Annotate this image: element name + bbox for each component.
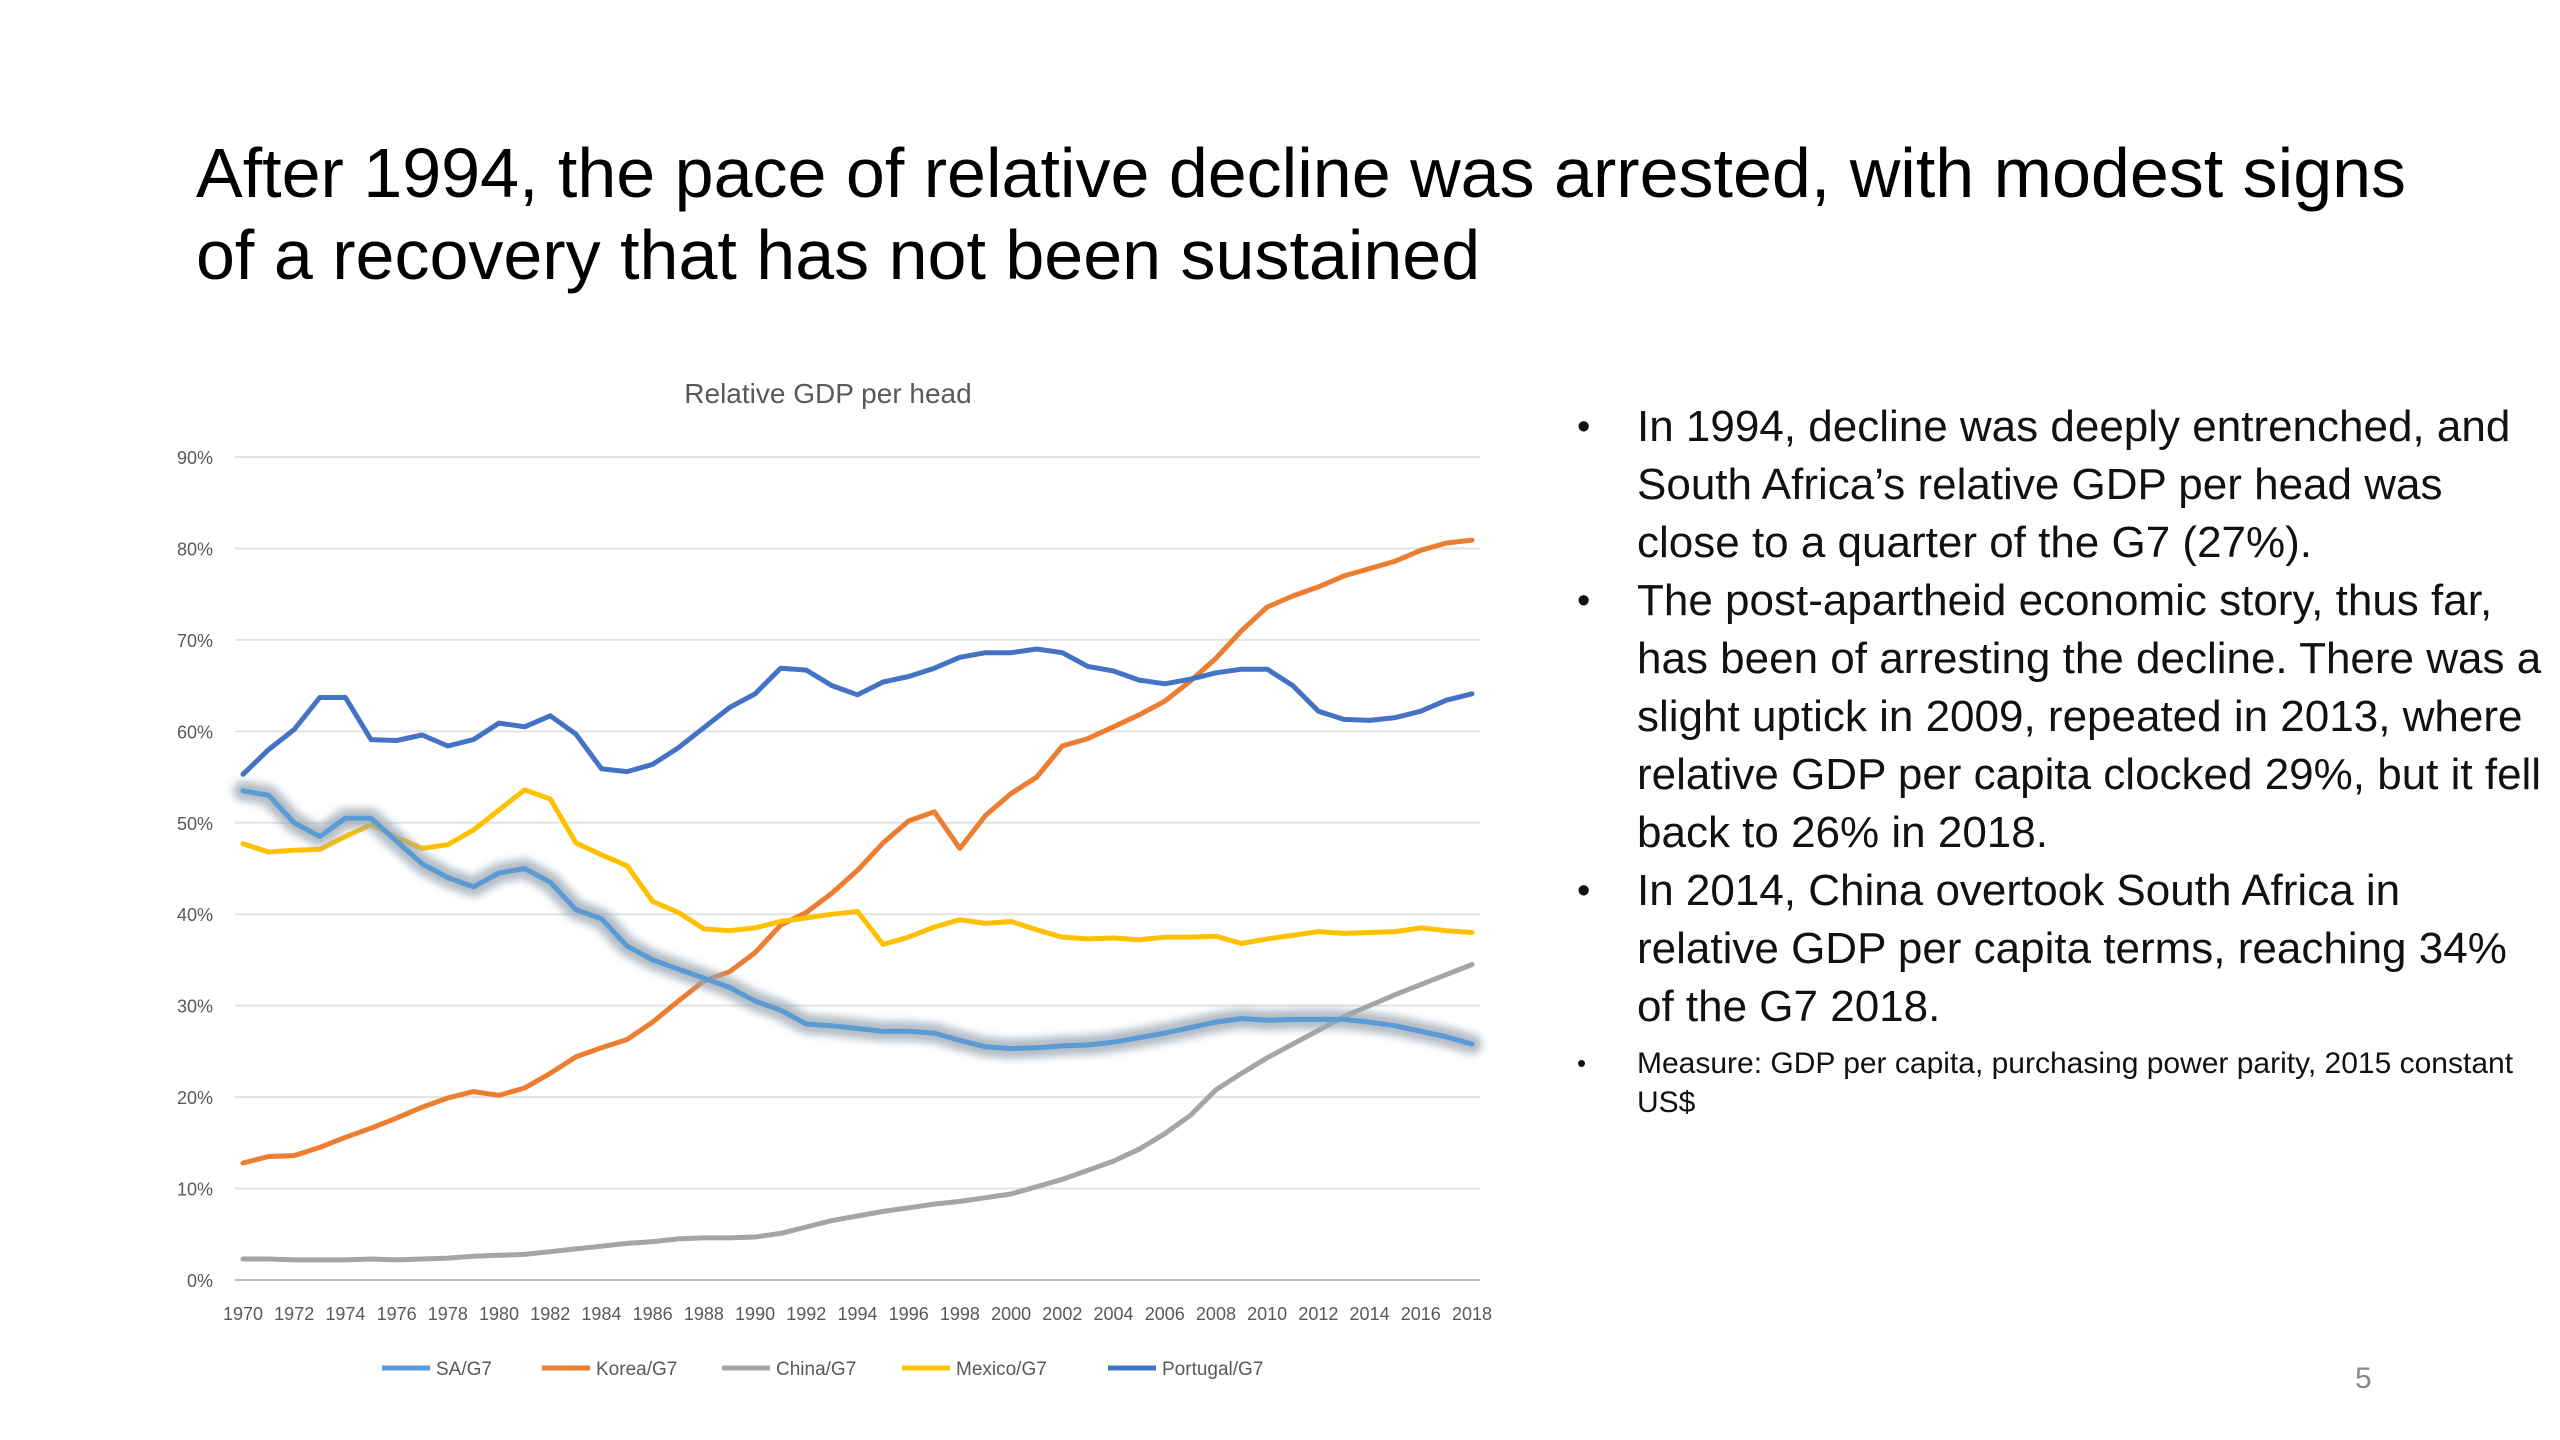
x-tick-label: 2008 (1196, 1304, 1236, 1324)
x-tick-label: 1980 (479, 1304, 519, 1324)
series-lines (233, 537, 1482, 1263)
y-tick-label: 70% (177, 631, 213, 651)
bullet-text: In 1994, decline was deeply entrenched, … (1637, 402, 2511, 567)
bullet-marker: • (1577, 1048, 1587, 1078)
x-tick-label: 2006 (1145, 1304, 1185, 1324)
y-tick-label: 80% (177, 539, 213, 559)
chart-title: Relative GDP per head (684, 378, 971, 409)
x-tick-label: 1976 (377, 1304, 417, 1324)
x-tick-label: 1996 (889, 1304, 929, 1324)
legend-label-korea-g7: Korea/G7 (596, 1359, 677, 1380)
x-tick-label: 2016 (1401, 1304, 1441, 1324)
x-tick-label: 1978 (428, 1304, 468, 1324)
x-tick-label: 1992 (786, 1304, 826, 1324)
bullet-item-2: • The post-apartheid economic story, thus… (1575, 572, 2545, 862)
x-tick-label: 1998 (940, 1304, 980, 1324)
series-line-sa-g7 (240, 788, 1475, 1052)
legend-label-china-g7: China/G7 (776, 1359, 856, 1380)
y-tick-label: 10% (177, 1180, 213, 1200)
x-tick-label: 1982 (530, 1304, 570, 1324)
x-tick-label: 2004 (1094, 1304, 1134, 1324)
x-tick-label: 2000 (991, 1304, 1031, 1324)
series-highlight-sa-g7 (233, 780, 1482, 1059)
legend-label-sa-g7: SA/G7 (436, 1359, 492, 1380)
y-axis-ticks: 0% 10% 20% 30% 40% 50% 60% 70% 80% 90% (177, 448, 213, 1291)
y-tick-label: 0% (187, 1271, 213, 1291)
bullet-text: The post-apartheid economic story, thus … (1637, 576, 2542, 857)
line-chart: Relative GDP per head 0% 10% 20% 30% 40% 50% 6… (140, 370, 1500, 1400)
bullet-list: • In 1994, decline was deeply entrenched,… (1575, 398, 2545, 1122)
y-tick-label: 20% (177, 1088, 213, 1108)
series-line-portugal-g7 (240, 646, 1475, 777)
series-line-mexico-g7 (240, 787, 1475, 947)
x-tick-label: 1970 (223, 1304, 263, 1324)
chart-svg: Relative GDP per head 0% 10% 20% 30% 40% 50% 6… (177, 378, 1492, 1380)
page-number: 5 (2355, 1362, 2372, 1395)
x-tick-label: 2018 (1452, 1304, 1492, 1324)
x-tick-label: 1990 (735, 1304, 775, 1324)
bullet-marker: • (1577, 406, 1591, 448)
legend-label-portugal-g7: Portugal/G7 (1162, 1359, 1263, 1380)
bullet-marker: • (1577, 870, 1591, 912)
x-tick-label: 1974 (325, 1304, 365, 1324)
bullet-item-1: • In 1994, decline was deeply entrenched,… (1575, 398, 2545, 572)
x-axis-ticks: 1970 1972 1974 1976 1978 1980 1982 1984 1986 1988… (223, 1304, 1492, 1324)
y-tick-label: 50% (177, 814, 213, 834)
bullet-marker: • (1577, 580, 1591, 622)
bullet-item-measure: • Measure: GDP per capita, purchasing pow… (1575, 1044, 2545, 1122)
x-tick-label: 1988 (684, 1304, 724, 1324)
x-tick-label: 1994 (837, 1304, 877, 1324)
bullet-text: In 2014, China overtook South Africa in … (1637, 866, 2507, 1031)
slide-title: After 1994, the pace of relative decline… (196, 134, 2407, 294)
series-line-korea-g7 (240, 537, 1475, 1166)
x-tick-label: 2012 (1298, 1304, 1338, 1324)
bullet-item-3: • In 2014, China overtook South Africa in… (1575, 862, 2545, 1036)
y-tick-label: 40% (177, 905, 213, 925)
y-tick-label: 60% (177, 722, 213, 742)
x-tick-label: 1984 (581, 1304, 621, 1324)
y-tick-label: 90% (177, 448, 213, 468)
x-tick-label: 1986 (633, 1304, 673, 1324)
x-tick-label: 2010 (1247, 1304, 1287, 1324)
series-line-china-g7 (240, 962, 1475, 1263)
x-tick-label: 1972 (274, 1304, 314, 1324)
x-tick-label: 2002 (1042, 1304, 1082, 1324)
legend-label-mexico-g7: Mexico/G7 (956, 1359, 1047, 1380)
bullet-text: Measure: GDP per capita, purchasing powe… (1637, 1047, 2514, 1119)
chart-legend: SA/G7 Korea/G7 China/G7 Mexico/G7 Portugal/G… (382, 1359, 1263, 1380)
y-tick-label: 30% (177, 997, 213, 1017)
x-tick-label: 2014 (1350, 1304, 1390, 1324)
